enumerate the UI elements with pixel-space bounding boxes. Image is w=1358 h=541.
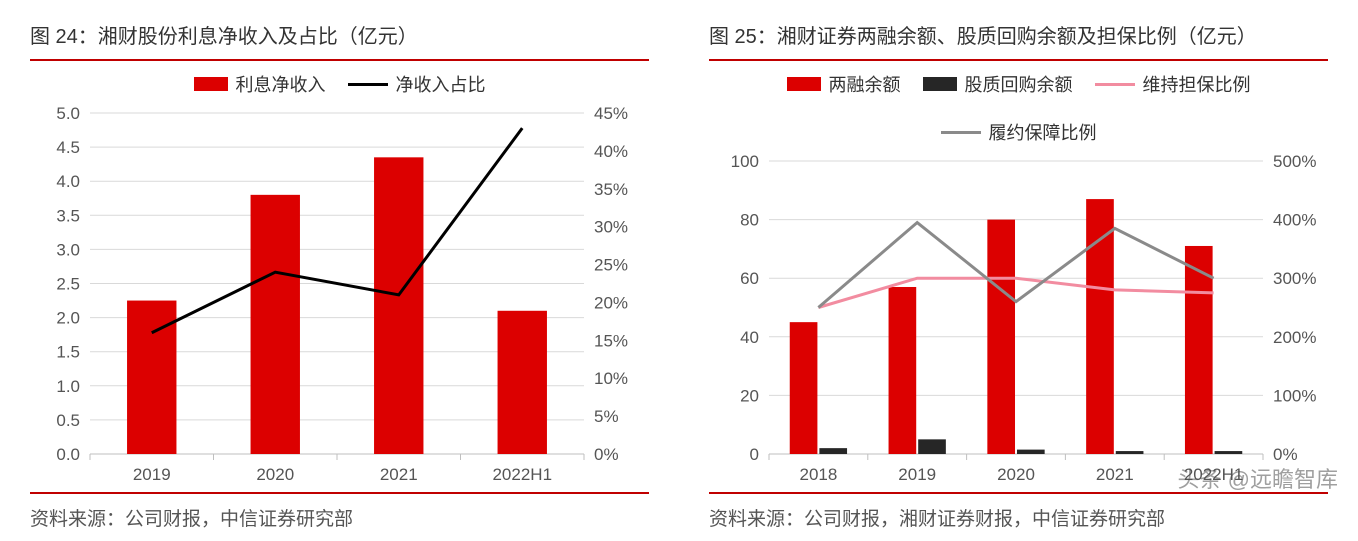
line-series — [152, 128, 523, 333]
page: 图 24：湘财股份利息净收入及占比（亿元） 利息净收入 净收入占比 0.0 0.5… — [0, 0, 1358, 541]
bar1 — [889, 287, 917, 454]
bar1 — [1086, 199, 1114, 454]
svg-text:10%: 10% — [594, 369, 628, 388]
chart-title-left: 图 24：湘财股份利息净收入及占比（亿元） — [30, 20, 649, 61]
svg-text:2020: 2020 — [256, 465, 294, 484]
source-right: 资料来源：公司财报，湘财证券财报，中信证券研究部 — [709, 492, 1328, 531]
svg-text:2021: 2021 — [1096, 465, 1134, 484]
legend-label-bar: 利息净收入 — [236, 71, 326, 97]
svg-text:2020: 2020 — [997, 465, 1035, 484]
svg-text:300%: 300% — [1273, 269, 1316, 288]
bar2 — [918, 439, 946, 454]
svg-text:0%: 0% — [1273, 445, 1298, 464]
svg-text:20%: 20% — [594, 293, 628, 312]
legend-swatch-line1 — [1095, 83, 1135, 86]
chart-area-right: 0 20 40 60 80 100 0% 100% 200% 300% 400% 500% 2018 20… — [709, 151, 1328, 492]
legend-item-bar1: 两融余额 — [787, 71, 901, 97]
legend-left: 利息净收入 净收入占比 — [30, 71, 649, 97]
bar1 — [790, 322, 818, 454]
svg-text:30%: 30% — [594, 218, 628, 237]
svg-text:2.5: 2.5 — [56, 275, 80, 294]
line2-series — [818, 223, 1213, 308]
svg-text:500%: 500% — [1273, 152, 1316, 171]
svg-text:80: 80 — [740, 211, 759, 230]
svg-text:45%: 45% — [594, 104, 628, 123]
svg-text:100: 100 — [731, 152, 759, 171]
svg-text:15%: 15% — [594, 331, 628, 350]
svg-text:20: 20 — [740, 386, 759, 405]
bar2 — [1116, 451, 1144, 454]
right-panel: 图 25：湘财证券两融余额、股质回购余额及担保比例（亿元） 两融余额 股质回购余… — [679, 0, 1358, 541]
svg-text:1.5: 1.5 — [56, 343, 80, 362]
svg-text:0.5: 0.5 — [56, 411, 80, 430]
legend-label-line: 净收入占比 — [396, 71, 486, 97]
legend-swatch-line — [348, 83, 388, 86]
legend-swatch-bar2 — [923, 77, 957, 91]
legend-item-bar2: 股质回购余额 — [923, 71, 1073, 97]
svg-text:400%: 400% — [1273, 211, 1316, 230]
legend-label-line2: 履约保障比例 — [989, 119, 1097, 145]
svg-text:60: 60 — [740, 269, 759, 288]
svg-text:2022H1: 2022H1 — [492, 465, 552, 484]
chart-title-right: 图 25：湘财证券两融余额、股质回购余额及担保比例（亿元） — [709, 20, 1328, 61]
svg-text:0: 0 — [750, 445, 759, 464]
legend-label-bar1: 两融余额 — [829, 71, 901, 97]
svg-text:40%: 40% — [594, 142, 628, 161]
legend-right: 两融余额 股质回购余额 维持担保比例 履约保障比例 — [709, 71, 1328, 145]
legend-item-line1: 维持担保比例 — [1095, 71, 1251, 97]
svg-text:2018: 2018 — [799, 465, 837, 484]
left-panel: 图 24：湘财股份利息净收入及占比（亿元） 利息净收入 净收入占比 0.0 0.5… — [0, 0, 679, 541]
svg-text:5.0: 5.0 — [56, 104, 80, 123]
bar1 — [987, 220, 1015, 454]
legend-label-line1: 维持担保比例 — [1143, 71, 1251, 97]
svg-text:2019: 2019 — [898, 465, 936, 484]
legend-label-bar2: 股质回购余额 — [965, 71, 1073, 97]
svg-text:5%: 5% — [594, 407, 619, 426]
legend-item-bar: 利息净收入 — [194, 71, 326, 97]
svg-text:40: 40 — [740, 328, 759, 347]
svg-text:1.0: 1.0 — [56, 377, 80, 396]
bar2 — [1017, 450, 1045, 454]
svg-text:2022H1: 2022H1 — [1184, 465, 1244, 484]
chart-area-left: 0.0 0.5 1.0 1.5 2.0 2.5 3.0 3.5 4.0 4.5 5.0 0% 5% 10%… — [30, 103, 649, 492]
chart-svg-right: 0 20 40 60 80 100 0% 100% 200% 300% 400% 500% 2018 20… — [709, 151, 1328, 492]
svg-text:25%: 25% — [594, 256, 628, 275]
legend-swatch-line2 — [941, 131, 981, 134]
legend-item-line: 净收入占比 — [348, 71, 486, 97]
svg-text:0%: 0% — [594, 445, 619, 464]
svg-text:4.5: 4.5 — [56, 138, 80, 157]
svg-text:100%: 100% — [1273, 386, 1316, 405]
legend-swatch-bar1 — [787, 77, 821, 91]
svg-text:2021: 2021 — [380, 465, 418, 484]
svg-text:3.0: 3.0 — [56, 240, 80, 259]
svg-text:35%: 35% — [594, 180, 628, 199]
svg-text:2019: 2019 — [133, 465, 171, 484]
bar — [251, 195, 300, 454]
bar2 — [819, 448, 847, 454]
svg-text:2.0: 2.0 — [56, 309, 80, 328]
svg-text:200%: 200% — [1273, 328, 1316, 347]
source-left: 资料来源：公司财报，中信证券研究部 — [30, 492, 649, 531]
legend-swatch-bar — [194, 77, 228, 91]
svg-text:0.0: 0.0 — [56, 445, 80, 464]
svg-text:3.5: 3.5 — [56, 206, 80, 225]
bar2 — [1215, 451, 1243, 454]
svg-text:4.0: 4.0 — [56, 172, 80, 191]
chart-svg-left: 0.0 0.5 1.0 1.5 2.0 2.5 3.0 3.5 4.0 4.5 5.0 0% 5% 10%… — [30, 103, 649, 492]
bar — [498, 311, 547, 454]
bar — [374, 157, 423, 454]
legend-item-line2: 履约保障比例 — [941, 119, 1097, 145]
